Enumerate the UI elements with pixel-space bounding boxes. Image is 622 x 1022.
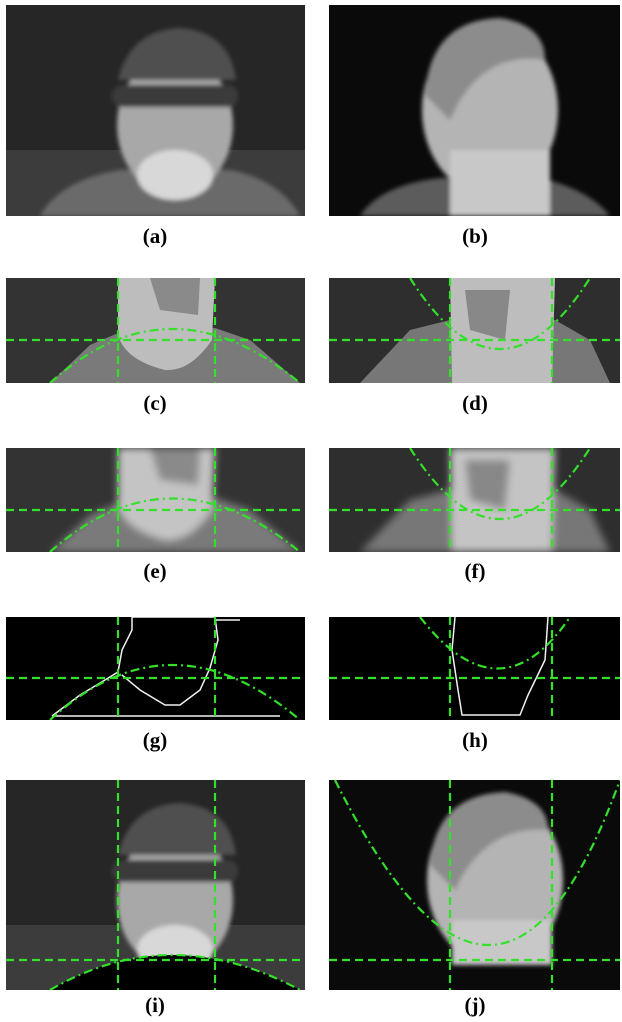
- panel-label: (c): [143, 391, 166, 415]
- panel-i-image: [6, 780, 305, 990]
- panel-label: (a): [143, 224, 168, 248]
- panel-h-image: [329, 617, 620, 720]
- panel-j-image: [329, 780, 620, 990]
- panel-c-image: [6, 278, 305, 383]
- panel-b-image: [329, 5, 620, 216]
- panel-d-image: [329, 278, 620, 383]
- panel-label: (e): [143, 559, 166, 583]
- panel-g-image: [6, 617, 305, 720]
- panel-label: (i): [145, 993, 165, 1017]
- panel-f-image: [329, 448, 620, 552]
- panel-label: (f): [465, 559, 486, 583]
- panel-label: (g): [143, 728, 168, 752]
- panel-label: (j): [465, 993, 486, 1017]
- panel-label: (b): [462, 224, 488, 248]
- panel-label: (d): [462, 391, 488, 415]
- panel-a-image: [6, 5, 305, 216]
- panel-e-image: [6, 448, 305, 552]
- panel-label: (h): [462, 728, 488, 752]
